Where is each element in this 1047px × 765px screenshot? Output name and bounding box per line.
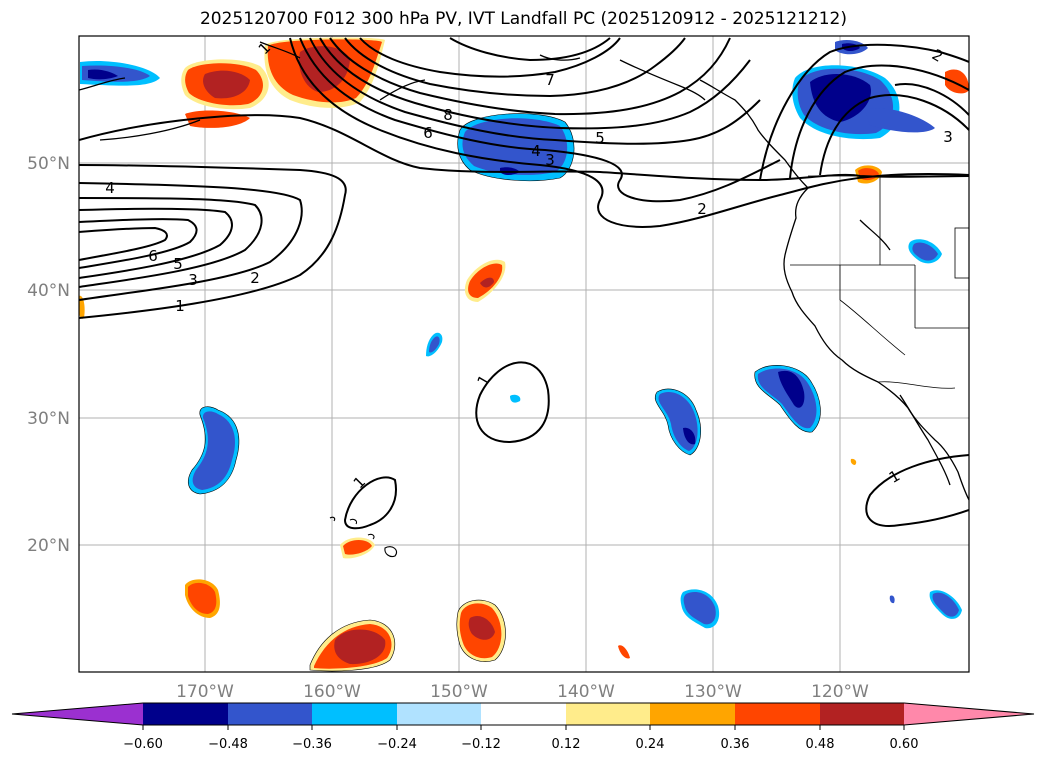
contour-label: 3 bbox=[545, 151, 555, 169]
contour-label: 5 bbox=[595, 129, 605, 147]
contour-label: 1 bbox=[175, 297, 185, 315]
contour-label: 4 bbox=[531, 142, 541, 160]
colorbar-bin bbox=[566, 703, 651, 725]
lon-label-140w: 140°W bbox=[557, 682, 615, 702]
colorbar-bin bbox=[312, 703, 397, 725]
contour-label: 3 bbox=[188, 271, 198, 289]
lon-label-160w: 160°W bbox=[303, 682, 361, 702]
lat-label-40n: 40°N bbox=[27, 281, 70, 301]
negative-pv-regions bbox=[80, 40, 962, 629]
lat-label-30n: 30°N bbox=[27, 409, 70, 429]
colorbar-tick-label: −0.36 bbox=[292, 737, 332, 752]
contour-label: 3 bbox=[943, 128, 953, 146]
colorbar-tick-label: 0.24 bbox=[636, 737, 665, 752]
colorbar-extend-high bbox=[904, 703, 1034, 725]
colorbar-tick-label: −0.48 bbox=[208, 737, 248, 752]
colorbar: −0.60 −0.48 −0.36 −0.24 −0.12 0.12 0.24 … bbox=[11, 702, 1035, 752]
lon-label-120w: 120°W bbox=[811, 682, 869, 702]
anomaly-outlines bbox=[187, 113, 821, 672]
colorbar-bin bbox=[143, 703, 228, 725]
contour-label: 6 bbox=[148, 247, 158, 265]
longitude-labels: 170°W 160°W 150°W 140°W 130°W 120°W bbox=[176, 682, 869, 702]
colorbar-tick-label: 0.48 bbox=[806, 737, 835, 752]
colorbar-tick-label: 0.36 bbox=[721, 737, 750, 752]
contour-label: 7 bbox=[545, 71, 555, 89]
colorbar-tick-label: 0.12 bbox=[552, 737, 581, 752]
colorbar-bin bbox=[820, 703, 905, 725]
hawaii bbox=[329, 516, 398, 558]
contour-label: 8 bbox=[443, 106, 453, 124]
contour-label: 5 bbox=[173, 255, 183, 273]
contour-label: 6 bbox=[423, 124, 433, 142]
colorbar-tick-label: −0.12 bbox=[461, 737, 501, 752]
colorbar-bin bbox=[650, 703, 735, 725]
colorbar-extend-low bbox=[12, 703, 143, 725]
political-borders bbox=[790, 175, 969, 389]
lon-label-150w: 150°W bbox=[430, 682, 488, 702]
lon-label-130w: 130°W bbox=[684, 682, 742, 702]
latitude-labels: 50°N 40°N 30°N 20°N bbox=[27, 154, 70, 556]
colorbar-tick-label: −0.60 bbox=[123, 737, 163, 752]
colorbar-bin bbox=[397, 703, 482, 725]
lat-label-20n: 20°N bbox=[27, 536, 70, 556]
contour-labels: 1 8 7 6 5 4 3 2 4 6 5 3 2 1 1 1 1 3 2 bbox=[105, 39, 953, 492]
colorbar-bin bbox=[735, 703, 820, 725]
colorbar-tick-label: 0.60 bbox=[890, 737, 919, 752]
colorbar-bin bbox=[481, 703, 566, 725]
contour-label: 2 bbox=[250, 269, 260, 287]
contour-label: 2 bbox=[697, 200, 707, 218]
contour-label: 4 bbox=[105, 179, 115, 197]
colorbar-bin bbox=[228, 703, 313, 725]
map-title: 2025120700 F012 300 hPa PV, IVT Landfall… bbox=[199, 9, 847, 29]
lon-label-170w: 170°W bbox=[176, 682, 234, 702]
ivt-contours bbox=[79, 37, 969, 530]
coastline bbox=[79, 41, 969, 501]
plot-frame bbox=[78, 35, 970, 673]
lat-label-50n: 50°N bbox=[27, 154, 70, 174]
colorbar-tick-label: −0.24 bbox=[377, 737, 417, 752]
